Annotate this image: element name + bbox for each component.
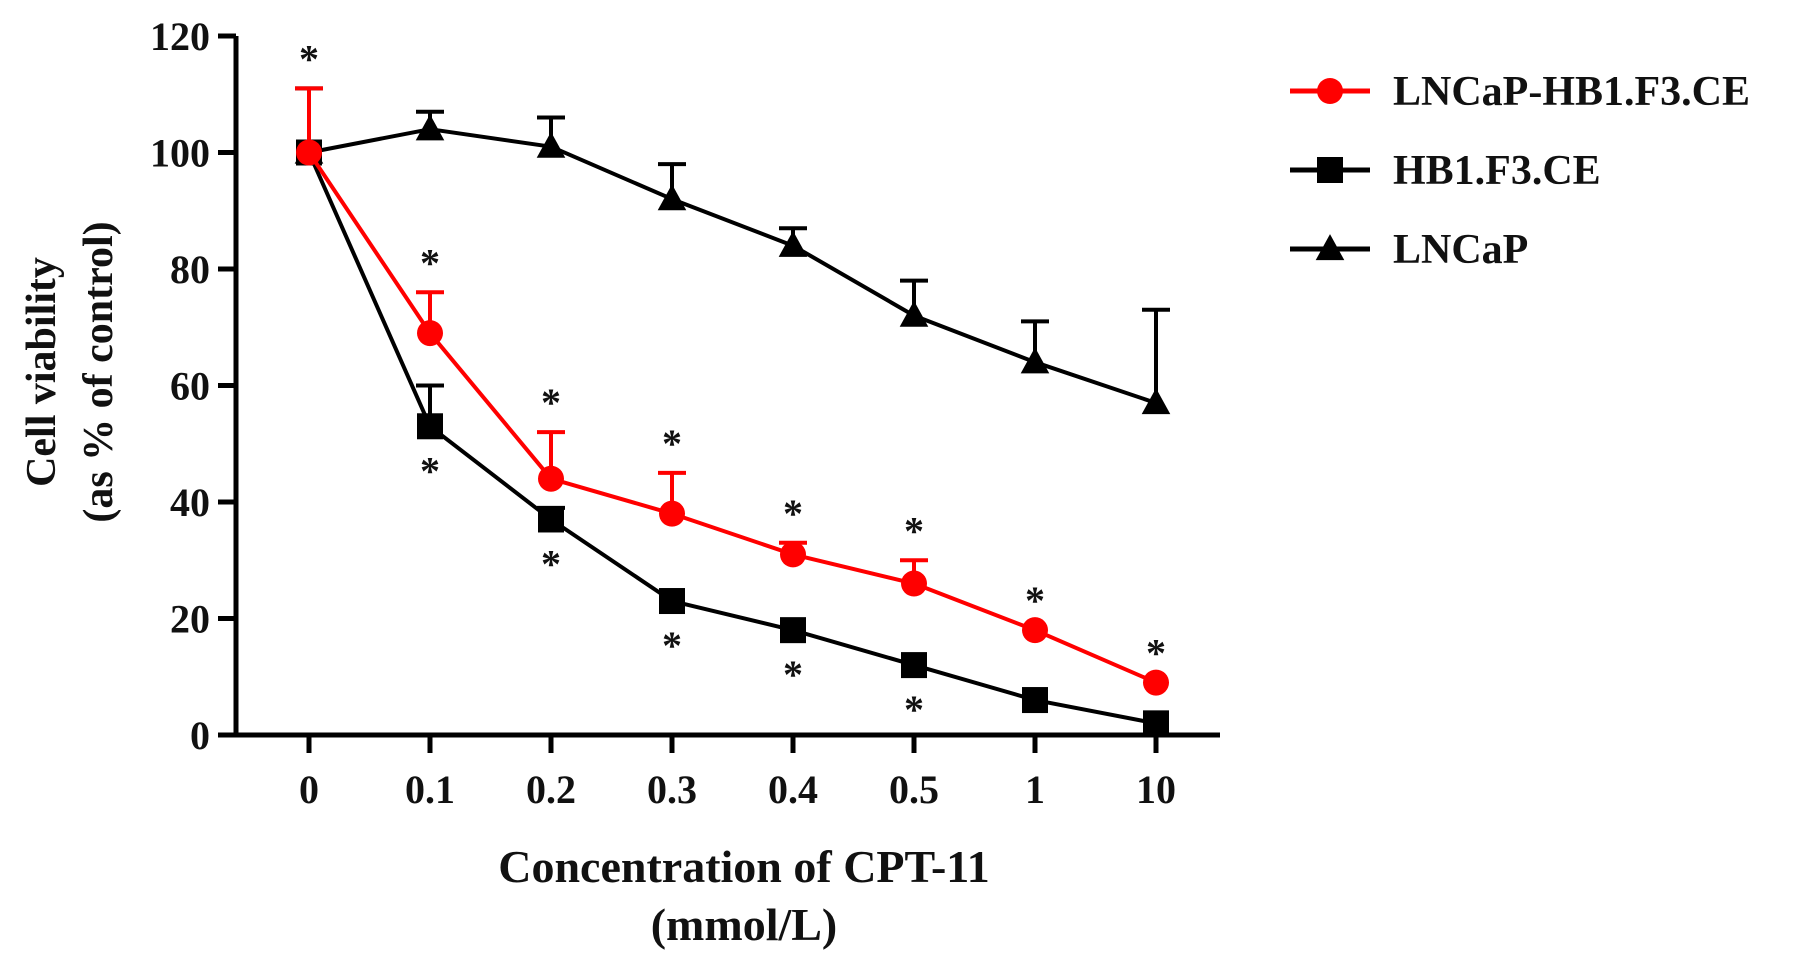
data-point xyxy=(659,500,685,527)
x-tick-label: 1 xyxy=(1025,767,1045,812)
data-point xyxy=(536,131,566,158)
legend: LNCaP-HB1.F3.CE HB1.F3.CE LNCaP xyxy=(1290,69,1750,273)
y-axis-label-line2: (as % of control) xyxy=(76,221,122,522)
legend-label: HB1.F3.CE xyxy=(1393,148,1601,194)
significance-marker: * xyxy=(299,36,319,81)
y-tick-label: 60 xyxy=(170,364,210,409)
x-tick-label: 0.1 xyxy=(405,767,455,812)
data-point xyxy=(899,300,929,327)
data-point xyxy=(1143,669,1169,696)
data-point xyxy=(417,320,443,347)
significance-marker: * xyxy=(904,687,924,732)
legend-label: LNCaP xyxy=(1393,227,1528,273)
x-tick-label: 0.5 xyxy=(889,767,939,812)
data-point xyxy=(659,588,685,615)
data-point xyxy=(1143,710,1169,737)
significance-marker: * xyxy=(662,623,682,668)
data-point xyxy=(415,114,445,141)
series-line xyxy=(308,127,1157,405)
legend-marker xyxy=(1315,234,1345,261)
x-axis-label-line2: (mmol/L) xyxy=(651,899,838,950)
significance-marker: * xyxy=(541,541,561,586)
y-tick-label: 40 xyxy=(170,480,210,525)
legend-item: LNCaP-HB1.F3.CE xyxy=(1290,69,1750,115)
data-point xyxy=(901,570,927,597)
significance-marker: * xyxy=(420,448,440,493)
data-point xyxy=(657,184,687,211)
legend-marker xyxy=(1317,157,1343,183)
legend-marker xyxy=(1317,78,1343,104)
legend-label: LNCaP-HB1.F3.CE xyxy=(1393,69,1750,115)
significance-marker: * xyxy=(662,421,682,466)
axes: 0 20 40 60 80 100 120 0 0.1 0.2 0.3 0.4 0.5 1 10 xyxy=(150,14,1220,812)
y-tick-label: 120 xyxy=(150,14,210,59)
series-LNCaP-HB1.F3.CE: * * * * * * * * xyxy=(295,36,1169,696)
data-point xyxy=(1141,388,1171,415)
x-tick-label: 0.2 xyxy=(526,767,576,812)
x-tick-label: 0 xyxy=(299,767,319,812)
data-point xyxy=(1022,687,1048,714)
series-layer: * * * * * * * * * * * * * xyxy=(294,36,1171,737)
data-point xyxy=(901,652,927,679)
data-point xyxy=(780,617,806,644)
data-point xyxy=(780,541,806,568)
series-line xyxy=(307,151,1157,726)
data-point xyxy=(1022,617,1048,644)
series-LNCaP xyxy=(294,109,1171,415)
y-tick-label: 100 xyxy=(150,131,210,176)
data-point xyxy=(1020,347,1050,374)
series-line xyxy=(307,151,1157,685)
x-tick-label: 0.3 xyxy=(647,767,697,812)
data-point xyxy=(296,139,322,166)
y-tick-label: 20 xyxy=(170,597,210,642)
significance-marker: * xyxy=(904,508,924,553)
significance-marker: * xyxy=(783,491,803,536)
y-tick-label: 80 xyxy=(170,247,210,292)
significance-marker: * xyxy=(541,380,561,425)
y-axis-label-line1: Cell viability xyxy=(19,257,65,487)
data-point xyxy=(538,465,564,492)
x-axis-label-line1: Concentration of CPT-11 xyxy=(498,841,990,892)
significance-marker: * xyxy=(783,652,803,697)
legend-item: HB1.F3.CE xyxy=(1290,148,1601,194)
significance-marker: * xyxy=(1146,631,1166,676)
significance-marker: * xyxy=(1025,578,1045,623)
data-point xyxy=(538,506,564,533)
data-point xyxy=(417,413,443,440)
legend-item: LNCaP xyxy=(1290,227,1528,273)
x-tick-label: 0.4 xyxy=(768,767,818,812)
series-HB1.F3.CE: * * * * * xyxy=(295,86,1169,737)
significance-marker: * xyxy=(420,240,440,285)
data-point xyxy=(778,230,808,257)
y-tick-label: 0 xyxy=(190,713,210,758)
x-tick-label: 10 xyxy=(1136,767,1176,812)
